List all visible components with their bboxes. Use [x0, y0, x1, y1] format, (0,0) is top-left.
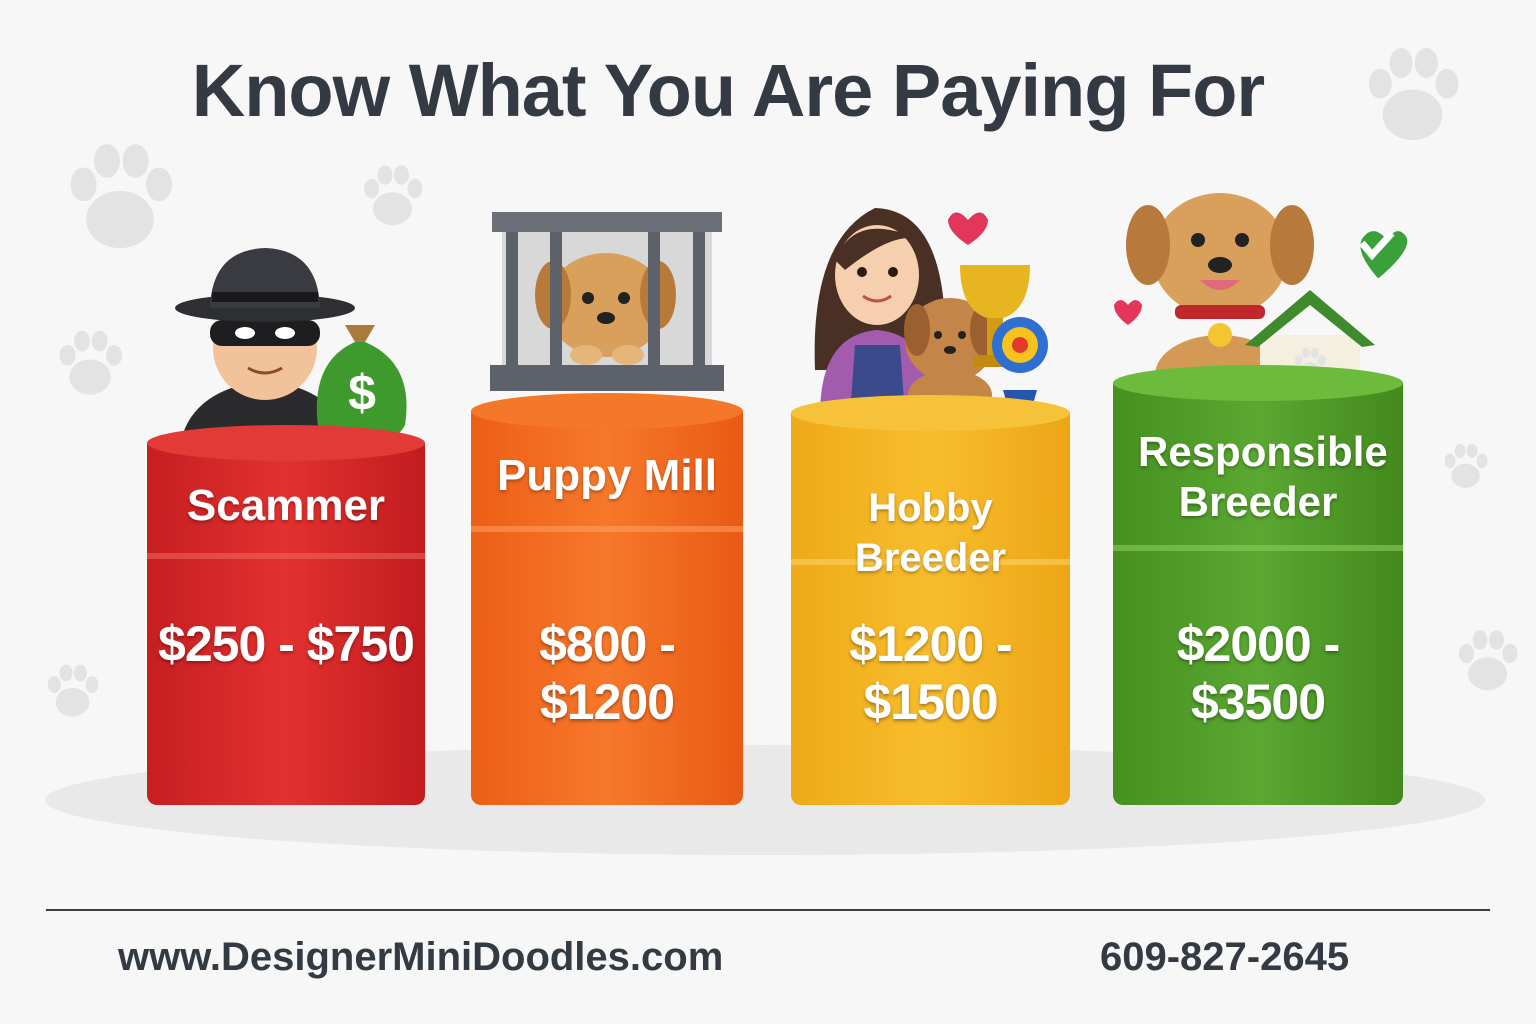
tier-hobby-breeder: Hobby Breeder $1200 - $1500	[791, 395, 1070, 805]
pillar-body	[791, 413, 1070, 805]
tier-puppy-mill: Puppy Mill $800 - $1200	[471, 393, 743, 805]
tier-price: $1200 - $1500	[849, 616, 1013, 730]
pillar-band	[1113, 545, 1403, 551]
pillar-top	[791, 395, 1070, 431]
tier-responsible-breeder: Responsible Breeder $2000 - $3500	[1113, 365, 1403, 805]
pillar-body	[471, 411, 743, 805]
paw-print-icon	[70, 144, 172, 249]
paw-print-icon	[1459, 630, 1518, 691]
paw-print-icon	[59, 330, 122, 395]
scammer-with-money-bag-icon: $	[175, 248, 407, 445]
tier-label: Responsible Breeder	[1138, 428, 1388, 525]
tier-scammer: Scammer $250 - $750	[147, 425, 425, 805]
tier-label: Scammer	[186, 481, 386, 530]
woman-with-puppy-and-trophy-icon	[814, 208, 1048, 420]
paw-print-icon	[364, 165, 423, 226]
tier-label: Puppy Mill	[497, 451, 717, 500]
phone-number[interactable]: 609-827-2645	[1100, 935, 1350, 979]
caged-puppy-icon	[490, 212, 724, 391]
tier-label: Hobby Breeder	[854, 486, 1007, 580]
pillar-band	[147, 553, 425, 559]
pillar-band	[791, 559, 1070, 565]
pillar-top	[1113, 365, 1403, 401]
tier-price: $2000 - $3500	[1176, 616, 1341, 730]
pillar-body	[1113, 383, 1403, 805]
pillar-top	[147, 425, 425, 461]
paw-print-icon	[47, 664, 99, 717]
pillar-body	[147, 443, 425, 805]
pillar-band	[471, 526, 743, 532]
page-title: Know What You Are Paying For	[191, 49, 1265, 132]
tier-price: $250 - $750	[158, 616, 415, 672]
footer-divider	[46, 909, 1490, 911]
svg-text:$: $	[348, 365, 376, 421]
pillar-top	[471, 393, 743, 429]
tier-price: $800 - $1200	[539, 616, 676, 730]
website-link[interactable]: www.DesignerMiniDoodles.com	[118, 935, 724, 979]
paw-print-icon	[1444, 443, 1488, 488]
